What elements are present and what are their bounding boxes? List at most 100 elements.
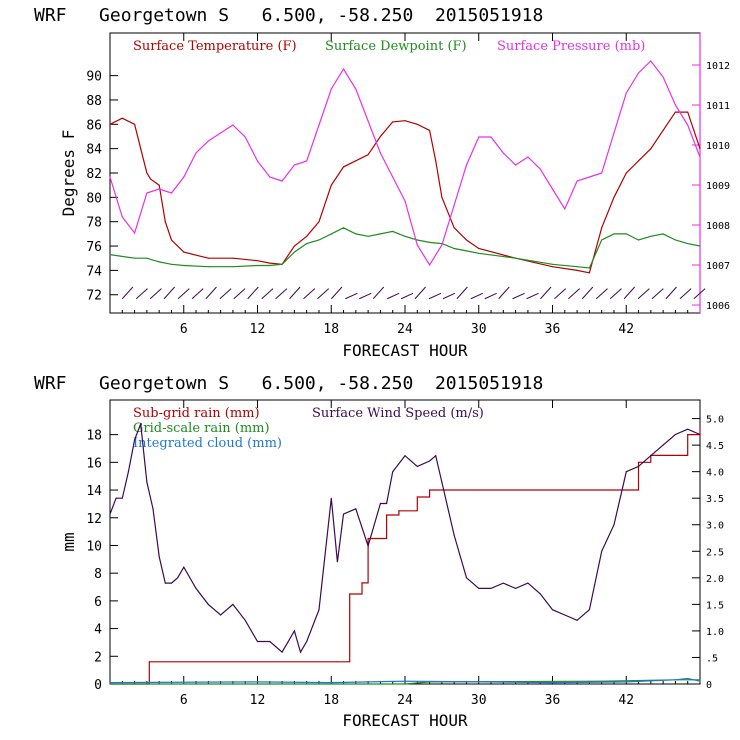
data-point (121, 117, 123, 119)
data-point (318, 609, 320, 611)
data-point (601, 550, 603, 552)
data-point (674, 679, 677, 681)
x-tick-label: 18 (323, 322, 339, 337)
legend-entry: Grid-scale rain (mm) (133, 421, 270, 436)
y-tick-label: 12 (86, 512, 102, 527)
data-point (232, 257, 234, 259)
y-tick-label: 88 (86, 94, 102, 109)
data-point (269, 640, 271, 643)
data-point (170, 239, 173, 241)
data-point (588, 267, 590, 269)
x-tick-label: 42 (618, 322, 634, 337)
data-point (330, 682, 332, 684)
wind-barb (331, 286, 343, 300)
data-point (232, 124, 234, 126)
data-point (146, 257, 148, 259)
wind-barb (400, 292, 414, 300)
y-tick-label: 16 (86, 456, 102, 471)
data-point (158, 555, 160, 558)
data-point (428, 460, 431, 462)
wind-barb (219, 288, 232, 300)
data-point (293, 245, 295, 247)
data-point (330, 497, 332, 499)
data-point (674, 433, 677, 436)
y2-tick-label: 1012 (706, 61, 730, 72)
wind-barb (149, 288, 162, 300)
data-point (465, 250, 468, 252)
y2-tick-label: 4.0 (706, 468, 724, 479)
wind-barb (512, 292, 525, 300)
y2-tick-label: 2.0 (706, 574, 724, 585)
data-point (564, 208, 566, 210)
wind-barb (540, 286, 552, 300)
data-point (478, 136, 480, 138)
data-point (539, 593, 541, 595)
wind-barb (303, 288, 316, 300)
data-point (625, 233, 627, 235)
wind-barb (568, 288, 580, 300)
data-point (428, 129, 431, 131)
x-tick-label: 42 (618, 693, 634, 708)
data-point (699, 245, 701, 247)
wind-barb (595, 288, 608, 300)
data-point (367, 120, 369, 122)
y-tick-label: 86 (86, 118, 102, 133)
data-point (465, 239, 468, 241)
data-point (453, 227, 455, 229)
y-tick-label: 80 (86, 191, 102, 206)
data-point (293, 630, 295, 632)
legend-entry: Surface Temperature (F) (133, 39, 297, 54)
wind-barb (526, 292, 539, 300)
data-point (416, 244, 418, 246)
data-point (515, 164, 517, 166)
data-point (699, 679, 701, 681)
x-tick-label: 12 (250, 322, 266, 337)
data-point (183, 176, 185, 178)
data-point (392, 230, 394, 233)
data-point (601, 172, 603, 174)
data-point (687, 124, 689, 126)
data-point (379, 152, 382, 154)
data-point (244, 136, 246, 138)
wind-barb (623, 286, 636, 300)
data-point (478, 587, 480, 590)
data-point (478, 489, 480, 491)
data-point (146, 172, 148, 174)
data-point (164, 582, 166, 584)
y-tick-label: 78 (86, 216, 102, 231)
x-tick-label: 36 (545, 693, 561, 708)
data-point (109, 682, 111, 684)
y-tick-label: 6 (94, 595, 102, 610)
series-line-1 (109, 227, 701, 269)
data-point (625, 92, 627, 94)
data-point (207, 266, 209, 268)
data-point (687, 428, 689, 430)
data-point (515, 257, 517, 259)
data-point (601, 680, 603, 682)
data-point (306, 160, 308, 162)
data-point (502, 152, 504, 154)
data-point (121, 497, 123, 499)
data-point (109, 123, 111, 125)
data-point (220, 614, 222, 616)
data-point (306, 235, 308, 237)
y-tick-label: 90 (86, 70, 102, 85)
data-point (349, 593, 351, 595)
y-tick-label: 18 (86, 429, 102, 444)
y2-tick-label: 1008 (706, 221, 730, 232)
y2-tick-label: 1006 (706, 301, 730, 312)
data-point (232, 603, 234, 605)
wind-barb (345, 292, 358, 300)
y-tick-label: 72 (86, 289, 102, 304)
data-point (109, 513, 111, 515)
data-point (183, 251, 185, 253)
data-point (220, 132, 222, 134)
data-point (551, 682, 554, 684)
data-point (318, 124, 320, 126)
wind-barb (456, 286, 468, 300)
wind-barb (554, 288, 567, 300)
data-point (687, 111, 689, 113)
data-point (588, 272, 590, 274)
wind-barb (261, 288, 274, 300)
